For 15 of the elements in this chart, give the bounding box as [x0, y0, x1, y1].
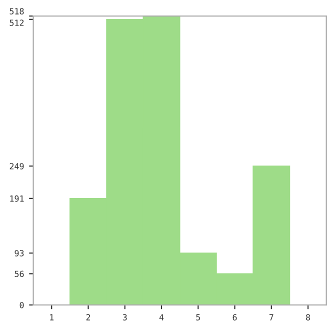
- x-tick-label: 4: [159, 314, 164, 320]
- y-tick-label: 518: [10, 8, 24, 14]
- x-tick-label: 1: [50, 314, 54, 320]
- y-tick-label: 93: [14, 250, 24, 256]
- y-tick-label: 512: [10, 20, 24, 26]
- x-tick-label: 7: [269, 314, 274, 320]
- y-tick-label: 191: [10, 195, 24, 202]
- y-tick-label: 249: [10, 163, 24, 170]
- y-tick-label: 0: [20, 302, 24, 308]
- x-tick-label: 2: [86, 314, 90, 320]
- x-tick-label: 3: [122, 314, 127, 320]
- y-tick-label: 56: [14, 270, 24, 278]
- x-tick-label: 5: [196, 314, 200, 320]
- x-tick-label: 6: [232, 314, 237, 320]
- x-tick-label: 8: [306, 314, 310, 320]
